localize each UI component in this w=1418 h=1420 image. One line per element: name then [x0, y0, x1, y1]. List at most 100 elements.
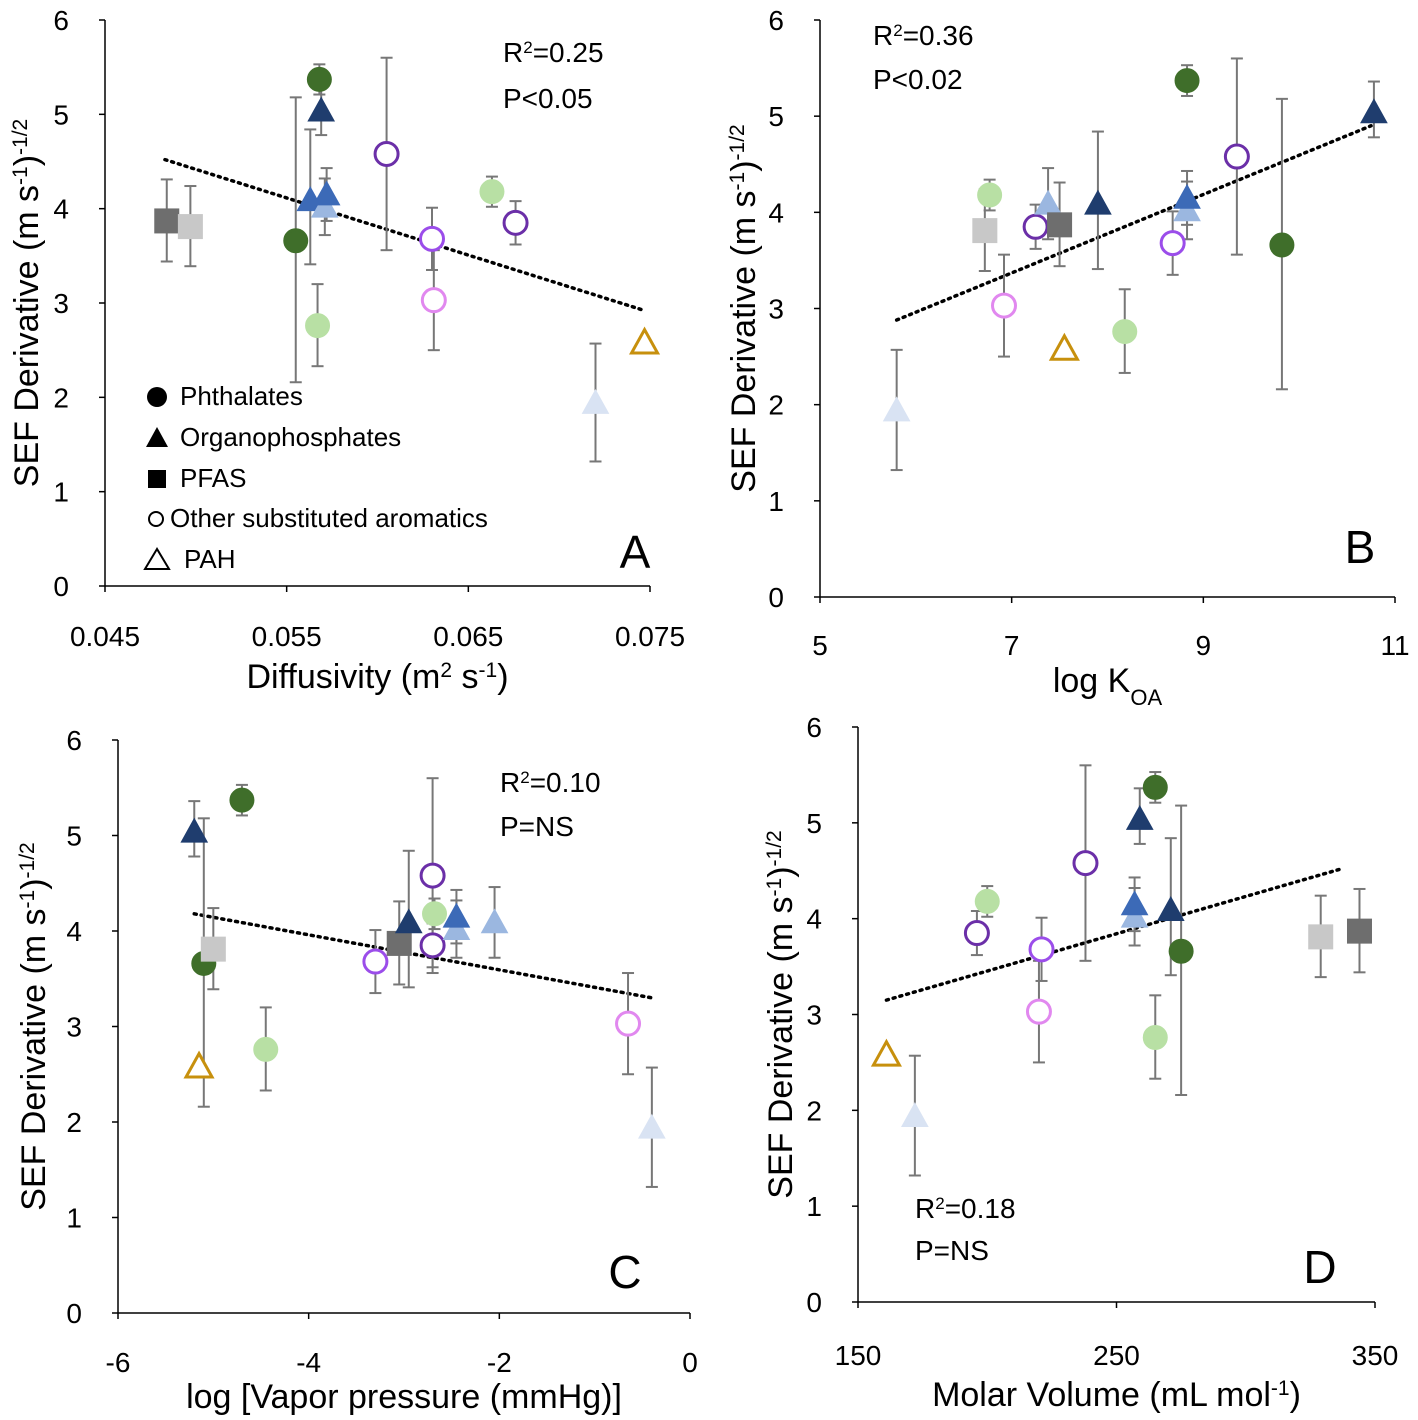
trendline [192, 912, 654, 1000]
y-axis-title: SEF Derivative (m s-1)-1/2 [762, 830, 800, 1198]
data-point [442, 915, 471, 940]
data-point [1168, 938, 1194, 964]
data-point [638, 1113, 666, 1139]
panel-d: 0 1 2 3 4 5 6 150 250 350 Molar Volume (mL mol-1) S… [762, 712, 1398, 1414]
p-value-label: P<0.05 [503, 83, 593, 114]
x-tick-label: 0.065 [433, 621, 503, 652]
data-point [419, 225, 445, 252]
y-tick-label: 1 [806, 1191, 822, 1222]
y-tick-label: 2 [806, 1095, 822, 1126]
y-tick-label: 5 [768, 101, 784, 132]
data-point [177, 214, 203, 240]
data-point [870, 1038, 902, 1067]
data-point [1142, 774, 1168, 800]
p-value-label: P=NS [500, 811, 574, 842]
data-point [1034, 189, 1062, 215]
y-tick-label: 3 [768, 294, 784, 325]
legend-item: Organophosphates [146, 422, 401, 452]
y-tick-label: 4 [66, 916, 82, 947]
x-axis-title: Diffusivity (m2 s-1) [246, 658, 508, 696]
legend-triangle-open-icon [143, 547, 171, 570]
panel-letter: D [1303, 1241, 1336, 1293]
data-point [306, 66, 332, 92]
data-point [310, 192, 339, 218]
y-tick-label: 4 [53, 194, 69, 225]
r-squared-label: R2=0.36 [873, 20, 974, 51]
trendline [894, 124, 1373, 322]
data-point [183, 1050, 215, 1079]
data-point [615, 1010, 642, 1037]
legend-label: Organophosphates [180, 422, 401, 452]
panel-letter: A [620, 526, 651, 578]
data-point [1028, 936, 1055, 963]
legend-label: Other substituted aromatics [170, 503, 488, 533]
panel-letter: C [608, 1246, 641, 1298]
y-tick-label: 5 [806, 808, 822, 839]
data-point [394, 908, 423, 934]
trendline [163, 157, 647, 313]
data-point [479, 179, 505, 205]
legend: Phthalates Organophosphates PFAS Other subs… [143, 381, 488, 574]
data-point [1025, 998, 1052, 1025]
data-point [1360, 98, 1388, 124]
legend-item: Phthalates [147, 381, 303, 411]
x-tick-label: 9 [1196, 630, 1212, 661]
panel-b: 0 1 2 3 4 5 6 5 7 9 11 log KOA SEF Derivative (m s-1… [725, 5, 1410, 710]
x-tick-label: 0.075 [615, 621, 685, 652]
x-axis-title: Molar Volume (mL mol-1) [932, 1376, 1301, 1414]
data-point [1269, 232, 1295, 258]
y-tick-label: 1 [66, 1203, 82, 1234]
y-tick-label: 1 [768, 486, 784, 517]
data-point [901, 1102, 929, 1127]
p-value-label: P=NS [915, 1235, 989, 1266]
legend-square-icon [148, 470, 166, 488]
y-tick-label: 0 [66, 1298, 82, 1329]
data-point [442, 902, 471, 928]
x-tick-label: 11 [1380, 630, 1409, 661]
data-point [1346, 918, 1372, 944]
y-tick-label: 2 [768, 390, 784, 421]
y-tick-label: 0 [806, 1287, 822, 1318]
data-point [373, 140, 400, 167]
x-axis-title: log KOA [1053, 662, 1163, 710]
data-point [629, 326, 661, 355]
data-point [1120, 890, 1149, 916]
data-point [991, 292, 1017, 319]
x-tick-label: 5 [812, 630, 828, 661]
y-axis-title: SEF Derivative (m s-1)-1/2 [15, 842, 53, 1210]
data-point [305, 313, 331, 339]
legend-triangle-filled-icon [146, 427, 168, 447]
x-tick-label: -2 [487, 1347, 512, 1378]
p-value-label: P<0.02 [873, 64, 963, 95]
data-point [1048, 332, 1080, 361]
data-point [1173, 196, 1201, 222]
data-point [1159, 230, 1186, 257]
y-tick-label: 6 [66, 725, 82, 756]
y-tick-label: 3 [66, 1012, 82, 1043]
data-point [1174, 68, 1200, 94]
x-tick-label: -6 [106, 1347, 131, 1378]
legend-item: Other substituted aromatics [148, 503, 488, 533]
data-point [362, 948, 389, 975]
x-tick-label: 0.045 [70, 621, 140, 652]
y-tick-label: 6 [806, 712, 822, 743]
y-tick-label: 3 [53, 288, 69, 319]
data-point [1047, 212, 1073, 238]
data-point [972, 218, 998, 244]
legend-circle-open-icon [148, 511, 164, 527]
data-point [419, 862, 446, 889]
y-tick-label: 1 [53, 477, 69, 508]
data-point [1084, 189, 1112, 215]
x-tick-label: 350 [1352, 1340, 1399, 1371]
trendline [884, 867, 1344, 1002]
data-point [581, 388, 610, 414]
y-tick-label: 0 [768, 582, 784, 613]
x-tick-label: 150 [835, 1340, 882, 1371]
legend-circle-filled-icon [147, 387, 167, 407]
y-tick-label: 5 [66, 821, 82, 852]
data-point [229, 787, 255, 813]
data-point [422, 901, 448, 927]
legend-label: Phthalates [180, 381, 303, 411]
y-axis-title: SEF Derivative (m s-1)-1/2 [8, 119, 46, 487]
